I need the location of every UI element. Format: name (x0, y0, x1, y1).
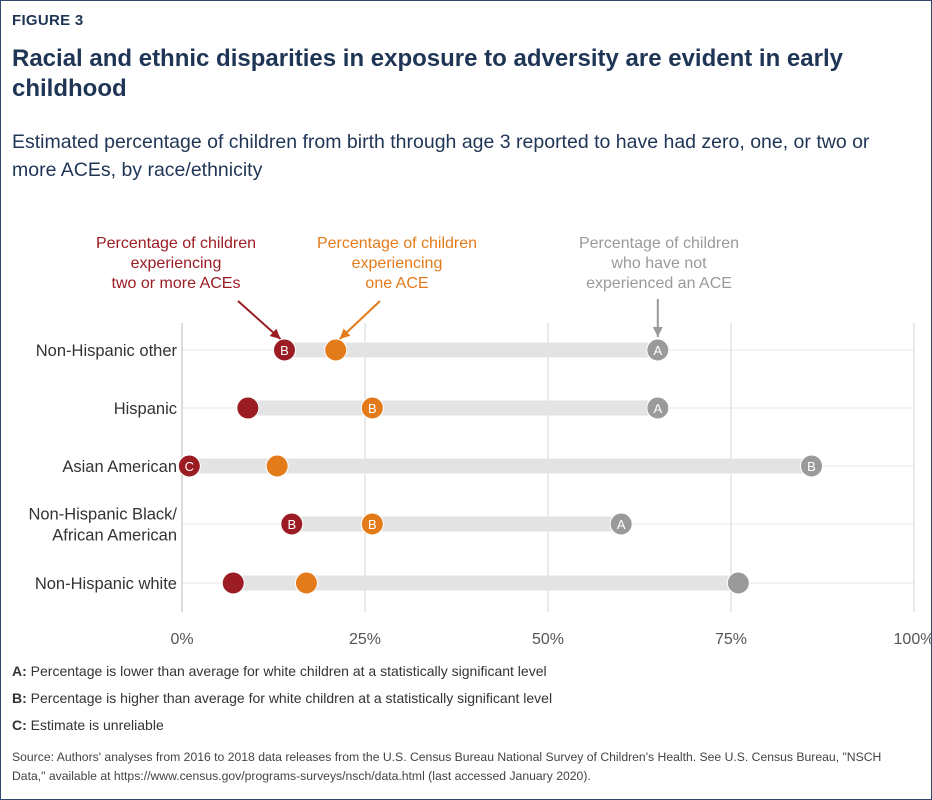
series-annotation-label: one ACE (365, 275, 428, 292)
category-label: Non-Hispanic other (36, 342, 178, 360)
significance-marker: C (185, 459, 194, 474)
x-tick-label: 25% (349, 631, 381, 648)
data-point (646, 396, 670, 420)
significance-marker: B (280, 343, 289, 358)
note-a-key: A: (12, 663, 27, 679)
source-note: Source: Authors' analyses from 2016 to 2… (12, 750, 882, 783)
category-label: Non-Hispanic Black/ (28, 506, 177, 524)
significance-marker: A (653, 343, 662, 358)
significance-marker: A (617, 517, 626, 532)
data-point (272, 338, 296, 362)
note-b-key: B: (12, 690, 27, 706)
data-point (360, 512, 384, 536)
note-a: A: Percentage is lower than average for … (12, 661, 552, 688)
note-b: B: Percentage is higher than average for… (12, 688, 552, 715)
annotation-arrowhead (652, 327, 663, 337)
series-annotation-label: who have not (610, 255, 707, 272)
data-point (800, 454, 824, 478)
series-annotation-label: experiencing (352, 255, 443, 272)
significance-marker: B (287, 517, 296, 532)
chart-title: Racial and ethnic disparities in exposur… (12, 45, 843, 102)
data-point (646, 338, 670, 362)
footnotes: A: Percentage is lower than average for … (12, 661, 552, 742)
data-point (324, 338, 348, 362)
significance-marker: B (368, 517, 377, 532)
category-label: Hispanic (114, 400, 177, 418)
series-annotation-label: two or more ACEs (112, 275, 241, 292)
series-annotation-label: experienced an ACE (586, 275, 732, 292)
data-point (360, 396, 384, 420)
x-tick-label: 100% (894, 631, 932, 648)
annotation-arrowhead (269, 328, 281, 339)
x-tick-label: 75% (715, 631, 747, 648)
note-c: C: Estimate is unreliable (12, 715, 552, 742)
significance-marker: B (368, 401, 377, 416)
data-point (177, 454, 201, 478)
significance-marker: A (653, 401, 662, 416)
significance-marker: B (807, 459, 816, 474)
data-point (221, 571, 245, 595)
x-tick-label: 0% (170, 631, 193, 648)
note-a-text: Percentage is lower than average for whi… (26, 663, 547, 679)
data-point (294, 571, 318, 595)
category-label: African American (52, 527, 177, 545)
note-c-text: Estimate is unreliable (26, 717, 164, 733)
note-b-text: Percentage is higher than average for wh… (26, 690, 553, 706)
category-label: Non-Hispanic white (35, 575, 177, 593)
data-point (609, 512, 633, 536)
annotation-arrowhead (339, 328, 351, 339)
series-annotation-label: Percentage of children (96, 235, 256, 252)
x-tick-label: 50% (532, 631, 564, 648)
data-point (265, 454, 289, 478)
figure-label: FIGURE 3 (12, 12, 84, 29)
series-annotation-label: experiencing (131, 255, 222, 272)
series-annotation-label: Percentage of children (579, 235, 739, 252)
note-c-key: C: (12, 717, 27, 733)
data-point (236, 396, 260, 420)
chart-subtitle: Estimated percentage of children from bi… (12, 131, 870, 181)
series-annotation-label: Percentage of children (317, 235, 477, 252)
dot-plot-chart: 0% 25% 50% 75% 100% Non-Hispanic other Hispani… (28, 235, 932, 648)
data-point (726, 571, 750, 595)
category-label: Asian American (62, 458, 177, 476)
data-point (280, 512, 304, 536)
